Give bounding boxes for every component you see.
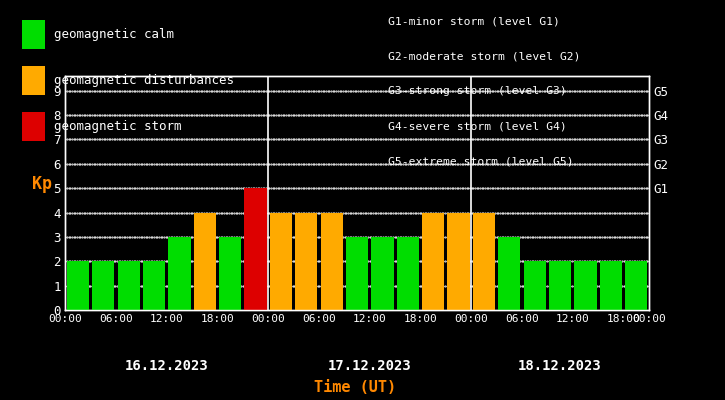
Text: 18.12.2023: 18.12.2023 <box>518 359 602 373</box>
Bar <box>498 237 521 310</box>
Bar <box>194 212 216 310</box>
Bar <box>346 237 368 310</box>
Bar <box>295 212 318 310</box>
Text: Time (UT): Time (UT) <box>314 380 397 395</box>
Bar <box>320 212 343 310</box>
Bar <box>371 237 394 310</box>
Text: geomagnetic calm: geomagnetic calm <box>54 28 174 41</box>
Bar <box>92 261 115 310</box>
Text: G2-moderate storm (level G2): G2-moderate storm (level G2) <box>388 51 581 61</box>
Bar <box>67 261 89 310</box>
Bar <box>168 237 191 310</box>
Bar <box>397 237 419 310</box>
Text: G1-minor storm (level G1): G1-minor storm (level G1) <box>388 16 560 26</box>
Bar <box>270 212 292 310</box>
Bar <box>574 261 597 310</box>
Text: geomagnetic disturbances: geomagnetic disturbances <box>54 74 233 87</box>
Bar <box>523 261 546 310</box>
Text: G5-extreme storm (level G5): G5-extreme storm (level G5) <box>388 157 573 167</box>
Bar <box>549 261 571 310</box>
Y-axis label: Kp: Kp <box>33 175 52 193</box>
Text: G3-strong storm (level G3): G3-strong storm (level G3) <box>388 86 567 96</box>
Text: G4-severe storm (level G4): G4-severe storm (level G4) <box>388 122 567 132</box>
Text: geomagnetic storm: geomagnetic storm <box>54 120 181 133</box>
Bar <box>422 212 444 310</box>
Bar <box>473 212 495 310</box>
Bar <box>447 212 470 310</box>
Text: 17.12.2023: 17.12.2023 <box>328 359 412 373</box>
Bar <box>625 261 647 310</box>
Text: 16.12.2023: 16.12.2023 <box>125 359 209 373</box>
Bar <box>143 261 165 310</box>
Bar <box>244 188 267 310</box>
Bar <box>219 237 241 310</box>
Bar <box>117 261 140 310</box>
Bar <box>600 261 622 310</box>
